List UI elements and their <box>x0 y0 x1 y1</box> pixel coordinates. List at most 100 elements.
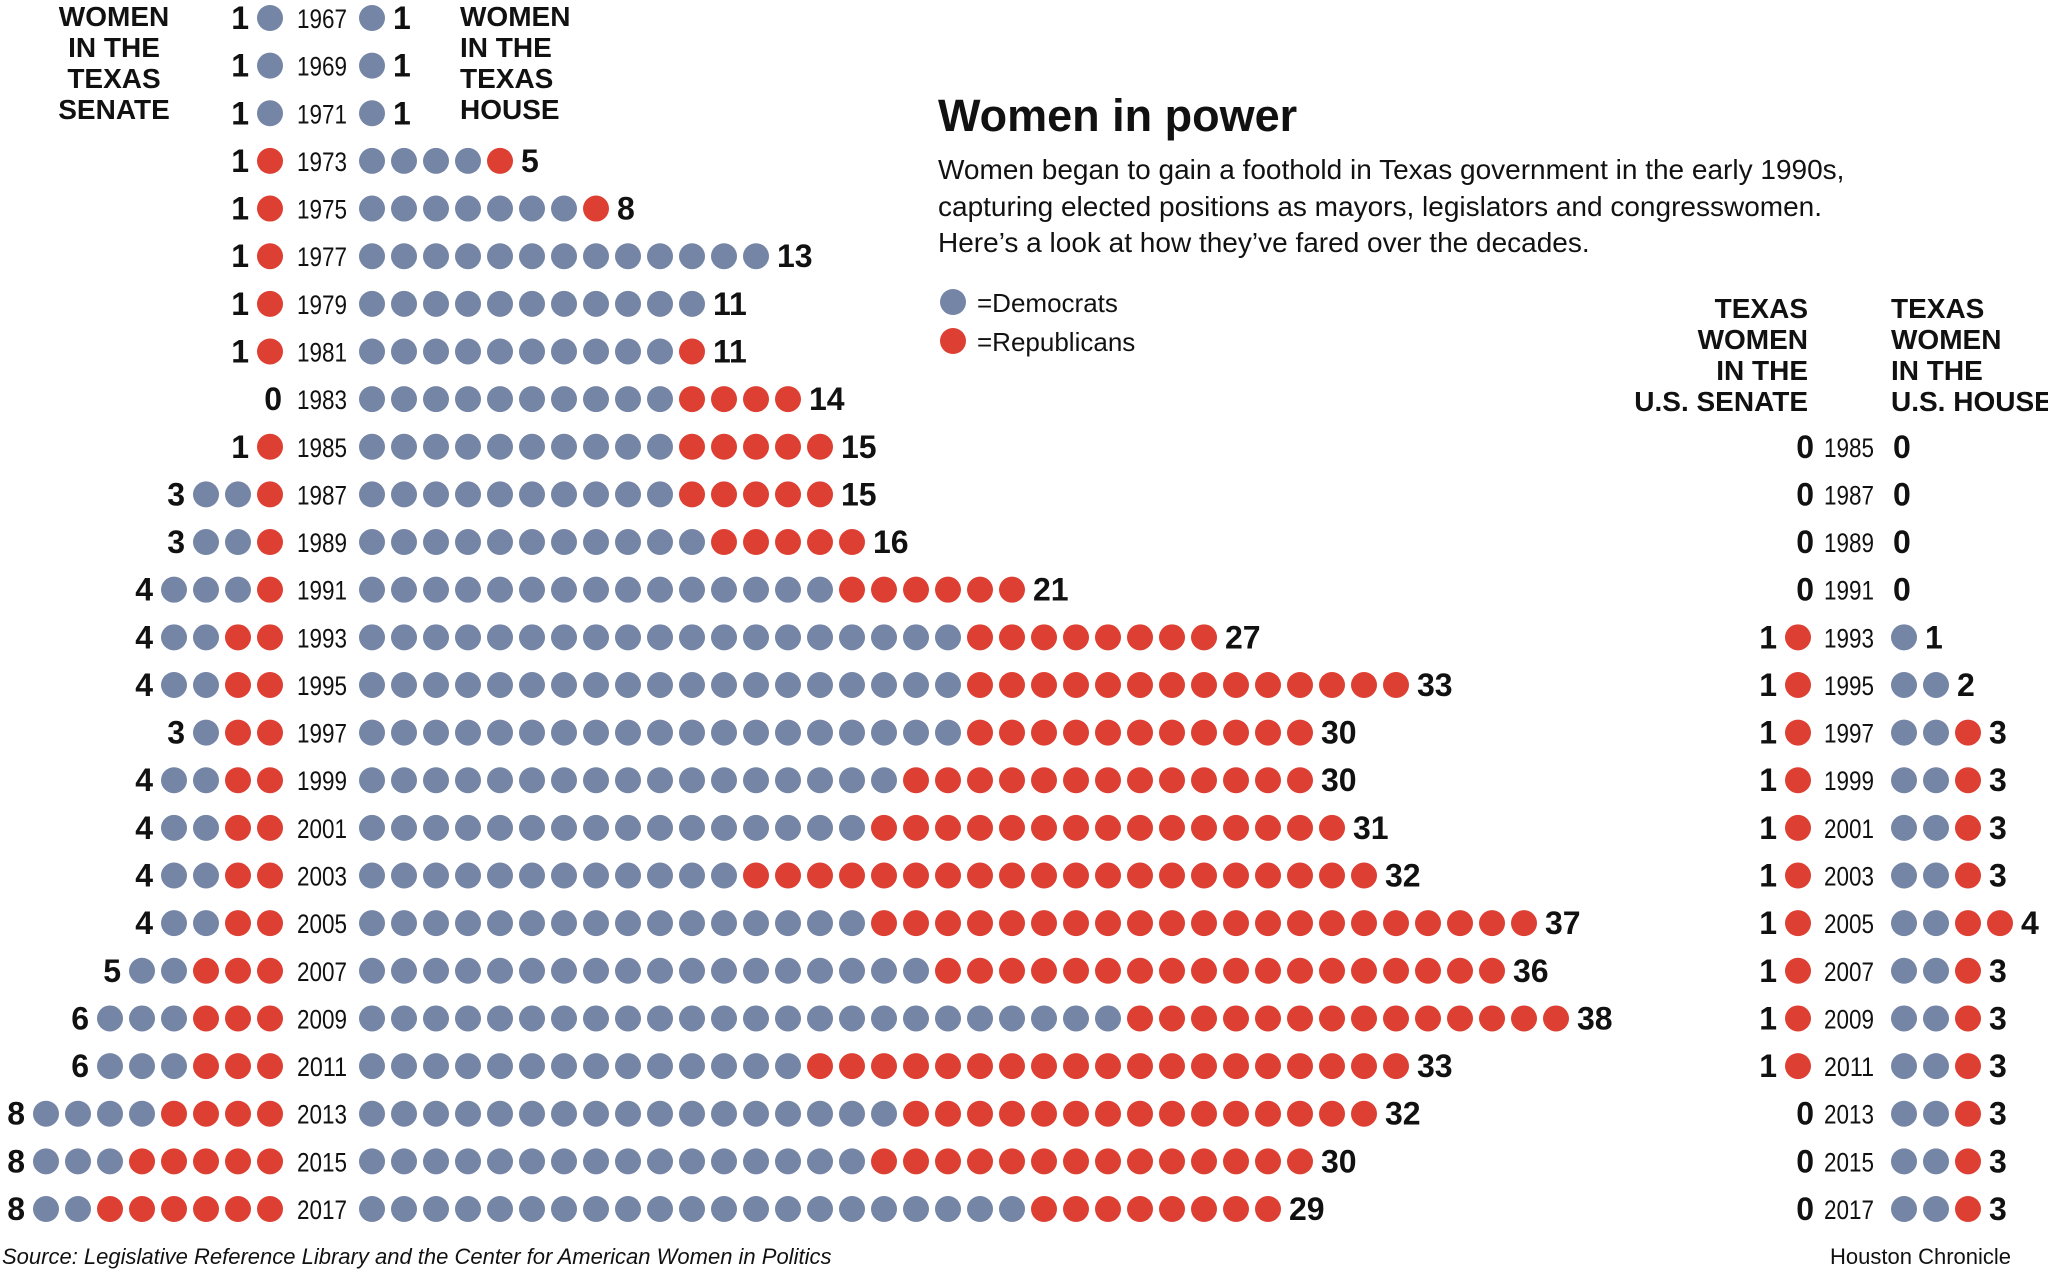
rep-dot <box>935 814 961 841</box>
dem-dot <box>423 1196 449 1222</box>
dem-dot <box>615 243 641 270</box>
year-label: 1979 <box>297 290 347 320</box>
dem-dot <box>743 767 769 794</box>
rep-dot <box>1785 862 1811 889</box>
rep-dot <box>129 1196 155 1222</box>
dem-dot <box>647 1053 673 1080</box>
dem-dot <box>551 671 577 698</box>
dem-dot <box>711 1196 737 1222</box>
rep-dot <box>999 576 1025 603</box>
rep-dot <box>1127 1053 1153 1080</box>
rep-dot <box>1063 1196 1089 1222</box>
dem-dot <box>583 576 609 603</box>
dem-dot <box>391 576 417 603</box>
rep-dot <box>1955 1100 1981 1127</box>
dem-dot <box>129 1100 155 1127</box>
rep-dot <box>679 338 705 365</box>
dem-dot <box>743 671 769 698</box>
us-house-count: 3 <box>1989 953 2007 989</box>
dem-dot <box>455 767 481 794</box>
rep-dot <box>1255 1053 1281 1080</box>
dem-dot <box>487 338 513 365</box>
rep-dot <box>1095 957 1121 984</box>
dem-dot <box>391 481 417 508</box>
dem-dot <box>1923 862 1949 889</box>
dem-dot <box>455 529 481 556</box>
dem-dot <box>161 1005 187 1032</box>
dem-dot <box>647 576 673 603</box>
dem-dot <box>455 1005 481 1032</box>
dem-dot <box>807 767 833 794</box>
dem-dot <box>423 957 449 984</box>
dem-dot <box>551 767 577 794</box>
us-year-label: 1985 <box>1824 433 1874 463</box>
dem-dot <box>487 290 513 317</box>
rep-dot <box>1955 957 1981 984</box>
rep-dot <box>1319 910 1345 937</box>
dem-dot <box>583 1053 609 1080</box>
rep-dot <box>257 624 283 651</box>
dem-dot <box>583 338 609 365</box>
dem-dot <box>423 862 449 889</box>
rep-dot <box>1063 1148 1089 1175</box>
house-count: 32 <box>1385 858 1421 894</box>
senate-count: 1 <box>231 191 249 227</box>
dem-dot <box>359 243 385 270</box>
dem-dot <box>455 624 481 651</box>
dem-dot <box>487 529 513 556</box>
senate-count: 1 <box>231 95 249 131</box>
dem-dot <box>775 814 801 841</box>
rep-dot <box>225 1053 251 1080</box>
dem-dot <box>807 1100 833 1127</box>
dem-dot <box>871 671 897 698</box>
dem-dot <box>97 1148 123 1175</box>
us-senate-count: 0 <box>1796 1096 1814 1132</box>
dem-dot <box>1923 910 1949 937</box>
rep-dot <box>679 386 705 413</box>
dem-dot <box>359 624 385 651</box>
dem-dot <box>647 338 673 365</box>
rep-dot <box>257 671 283 698</box>
rep-dot <box>999 719 1025 746</box>
rep-dot <box>1063 719 1089 746</box>
senate-count: 4 <box>135 667 153 703</box>
description-line: Here’s a look at how they’ve fared over … <box>938 227 1590 258</box>
dem-dot <box>1063 1005 1089 1032</box>
rep-dot <box>1063 910 1089 937</box>
legend-rep-label: =Republicans <box>977 327 1135 357</box>
us-year-label: 2013 <box>1824 1100 1874 1130</box>
rep-dot <box>999 1053 1025 1080</box>
rep-dot <box>1031 1148 1057 1175</box>
senate-count: 8 <box>7 1191 25 1227</box>
rep-dot <box>257 243 283 270</box>
rep-dot <box>743 386 769 413</box>
rep-dot <box>1223 1005 1249 1032</box>
dem-dot <box>391 195 417 222</box>
us-senate-count: 0 <box>1796 524 1814 560</box>
dem-dot <box>455 862 481 889</box>
dem-dot <box>647 433 673 460</box>
us-year-label: 2007 <box>1824 957 1874 987</box>
rep-dot <box>1159 624 1185 651</box>
house-count: 14 <box>809 381 845 417</box>
dem-dot <box>519 529 545 556</box>
dem-dot <box>359 1100 385 1127</box>
rep-dot <box>903 910 929 937</box>
rep-dot <box>679 433 705 460</box>
source-note: Source: Legislative Reference Library an… <box>2 1244 831 1269</box>
senate-count: 1 <box>231 429 249 465</box>
us-year-label: 2001 <box>1824 814 1874 844</box>
us-senate-count: 0 <box>1796 572 1814 608</box>
dem-dot <box>391 529 417 556</box>
us-senate-count: 1 <box>1759 762 1777 798</box>
dem-dot <box>487 671 513 698</box>
rep-dot <box>1063 671 1089 698</box>
rep-dot <box>1223 1148 1249 1175</box>
rep-dot <box>903 1100 929 1127</box>
dem-dot <box>1891 671 1917 698</box>
house-count: 8 <box>617 191 635 227</box>
legend-dem-dot <box>940 289 966 315</box>
dem-dot <box>519 1148 545 1175</box>
rep-dot <box>1351 1005 1377 1032</box>
rep-dot <box>1127 1196 1153 1222</box>
